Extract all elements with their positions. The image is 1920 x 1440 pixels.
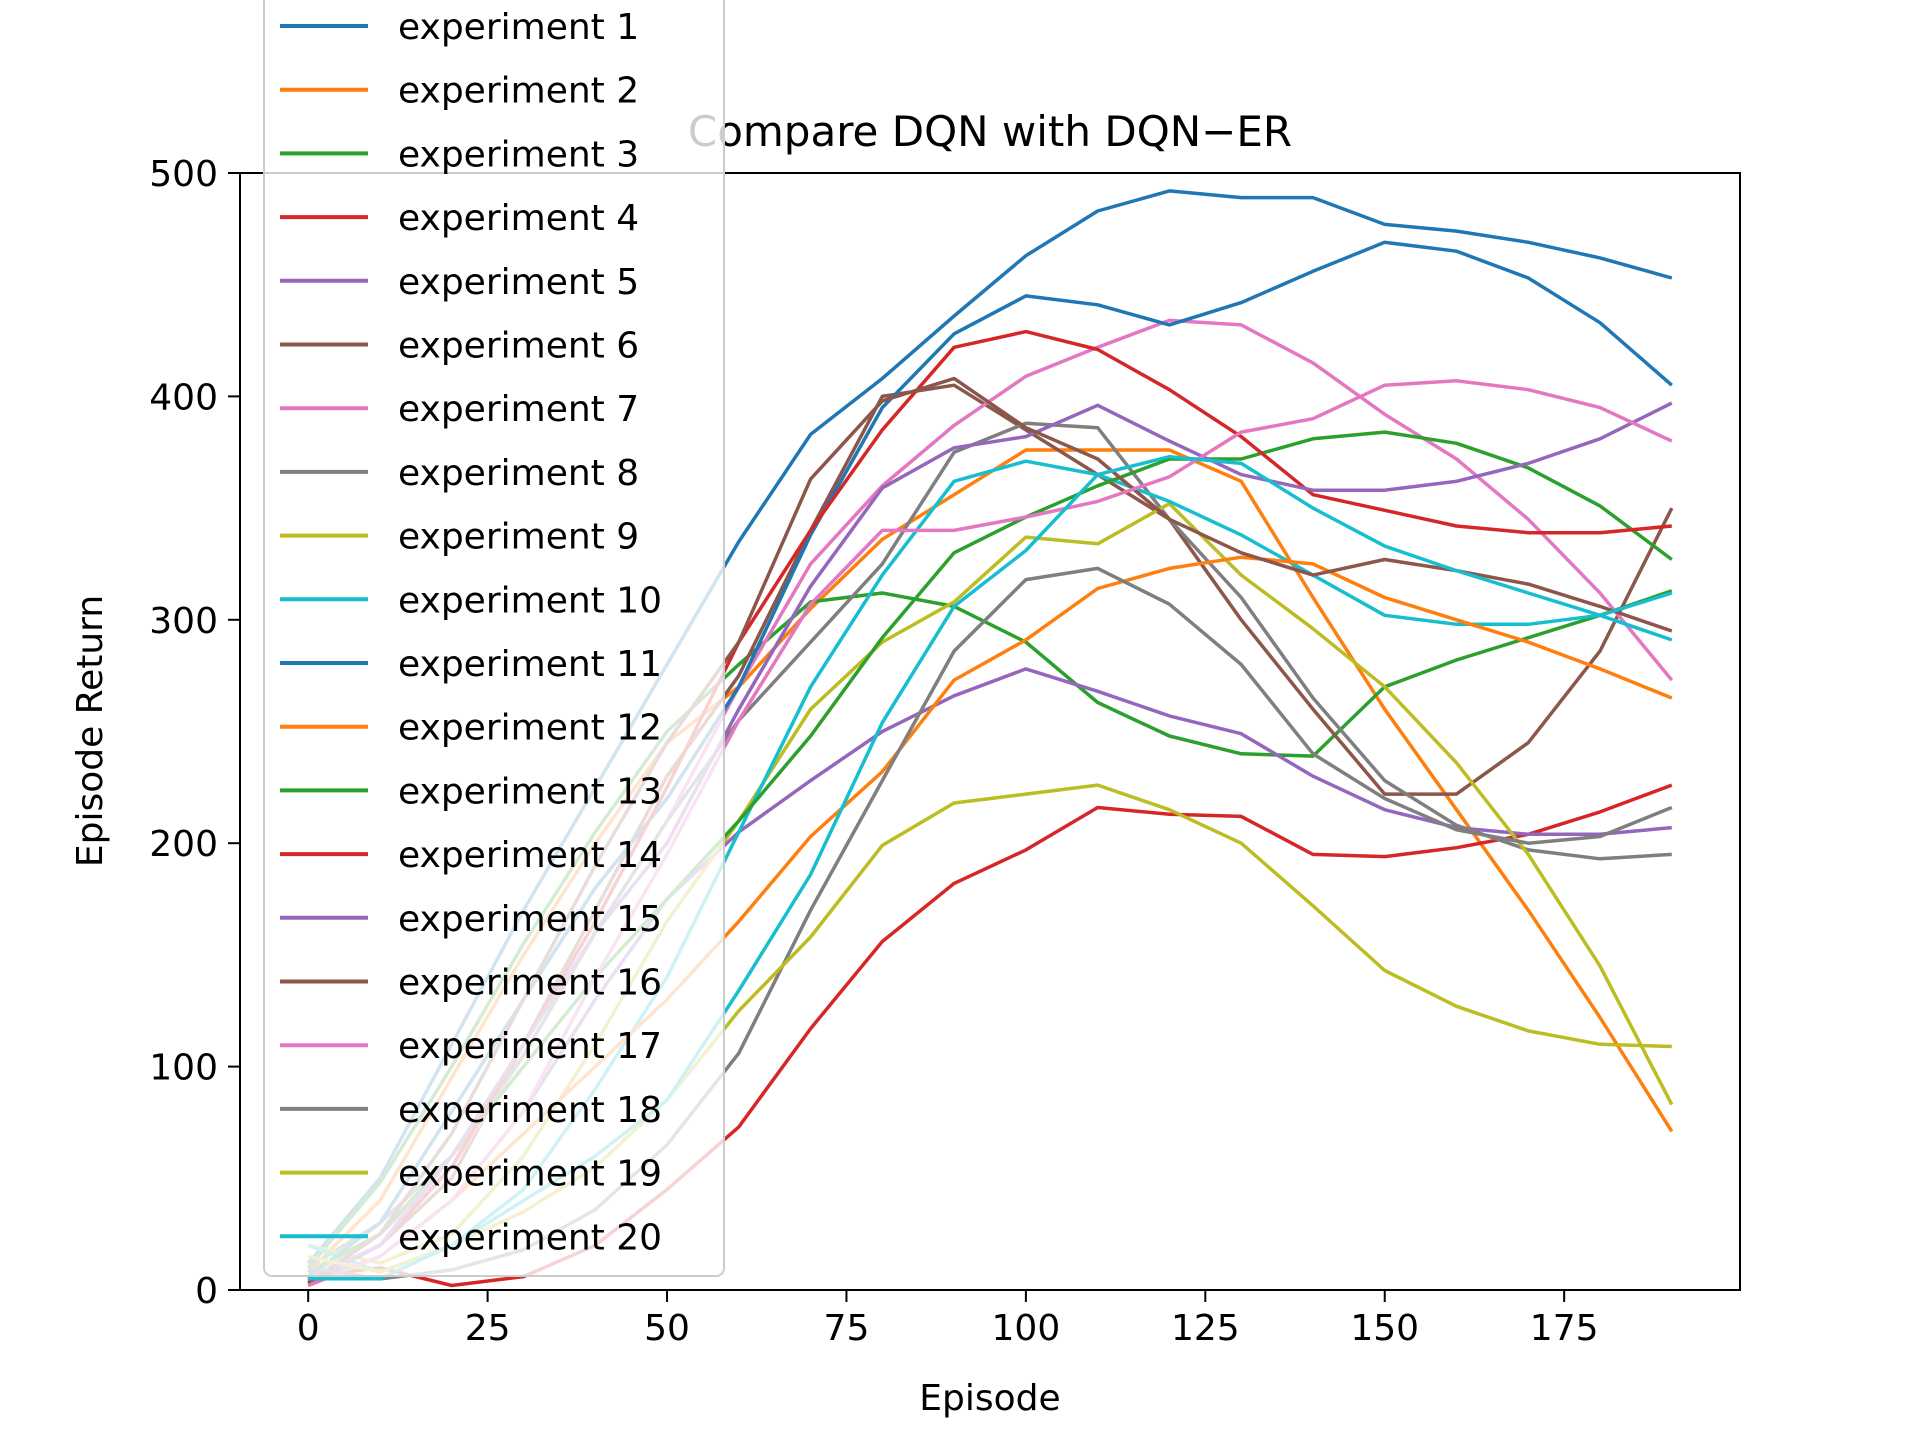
legend-label: experiment 13 [398, 771, 662, 812]
x-tick-label: 25 [465, 1308, 511, 1349]
x-tick-label: 0 [297, 1308, 320, 1349]
legend: experiment 1 experiment 2 experiment 3 expe… [263, 0, 725, 1277]
x-tick-label: 75 [824, 1308, 870, 1349]
legend-label: experiment 8 [398, 453, 639, 494]
y-tick-label: 100 [149, 1048, 218, 1089]
legend-label: experiment 2 [398, 71, 639, 112]
plot-frame [239, 172, 1741, 1291]
legend-label: experiment 20 [398, 1217, 662, 1258]
x-tick-label: 125 [1171, 1308, 1240, 1349]
legend-label: experiment 5 [398, 262, 639, 303]
legend-label: experiment 3 [398, 134, 639, 175]
legend-label: experiment 1 [398, 7, 639, 48]
legend-box [263, 0, 725, 1277]
y-tick-label: 400 [149, 377, 218, 418]
y-tick-label: 300 [149, 601, 218, 642]
x-tick-label: 100 [992, 1308, 1061, 1349]
legend-label: experiment 15 [398, 899, 662, 940]
y-tick-label: 200 [149, 824, 218, 865]
y-axis: 0 100 200 300 400 500 [149, 154, 240, 1312]
legend-label: experiment 11 [398, 644, 662, 685]
legend-label: experiment 19 [398, 1154, 662, 1195]
x-axis-label: Episode [919, 1378, 1060, 1419]
y-tick-label: 0 [195, 1271, 218, 1312]
legend-label: experiment 7 [398, 389, 639, 430]
x-tick-label: 50 [644, 1308, 690, 1349]
legend-label: experiment 16 [398, 963, 662, 1004]
x-tick-label: 175 [1530, 1308, 1599, 1349]
x-axis: 0 25 50 75 100 125 150 175 [297, 1290, 1599, 1349]
legend-label: experiment 12 [398, 708, 662, 749]
y-axis-label: Episode Return [70, 595, 111, 867]
legend-label: experiment 6 [398, 326, 639, 367]
legend-label: experiment 9 [398, 517, 639, 558]
y-tick-label: 500 [149, 154, 218, 195]
x-tick-label: 150 [1350, 1308, 1419, 1349]
legend-label: experiment 10 [398, 580, 662, 621]
legend-label: experiment 18 [398, 1090, 662, 1131]
chart-title: Compare DQN with DQN−ER [688, 107, 1292, 156]
legend-label: experiment 17 [398, 1026, 662, 1067]
legend-label: experiment 14 [398, 835, 662, 876]
legend-label: experiment 4 [398, 198, 639, 239]
